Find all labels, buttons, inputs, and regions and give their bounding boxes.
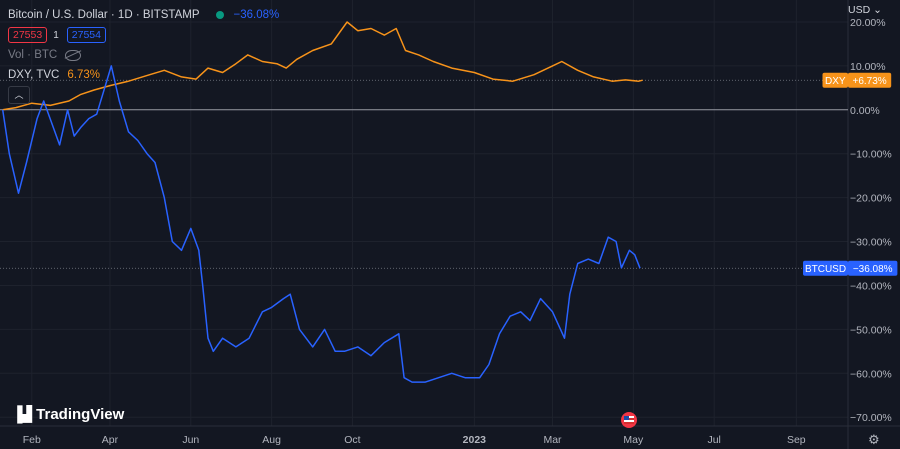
x-tick-label: Jun: [182, 434, 199, 446]
x-tick-label: Feb: [23, 434, 41, 446]
collapse-legend-chevron-up-icon[interactable]: ︿: [8, 86, 30, 104]
series-line-btcusd: [1, 65, 641, 383]
compare-symbol-label[interactable]: DXY, TVC: [8, 69, 60, 81]
x-tick-label: Jul: [707, 434, 720, 446]
currency-label: USD: [848, 4, 871, 16]
series-value-tag-dxy: [848, 72, 892, 88]
quantity-value[interactable]: 1: [53, 29, 59, 41]
hide-eye-icon[interactable]: [65, 49, 82, 61]
volume-label[interactable]: Vol · BTC: [8, 49, 58, 61]
buy-button[interactable]: 27554: [66, 27, 106, 43]
y-tick-label: −30.00%: [850, 237, 892, 249]
y-tick-label: 0.00%: [850, 105, 880, 117]
x-tick-label: Sep: [787, 434, 806, 446]
y-tick-label: −10.00%: [850, 149, 892, 161]
currency-selector[interactable]: USD ⌄: [848, 4, 882, 16]
x-tick-label: Mar: [543, 434, 562, 446]
y-tick-label: 10.00%: [850, 61, 886, 73]
brand-name: TradingView: [36, 405, 125, 423]
compare-change: 6.73%: [67, 69, 100, 81]
y-tick-label: −70.00%: [850, 412, 892, 424]
x-tick-label: Aug: [262, 434, 281, 446]
x-axis[interactable]: Feb Apr Jun Aug Oct 2023 Mar May Jul Sep: [23, 434, 806, 446]
chevron-down-icon: ⌄: [873, 4, 882, 16]
us-economic-event-flag-icon[interactable]: [621, 412, 637, 428]
series-name-label: DXY: [825, 76, 846, 87]
series-name-tag-btcusd: [803, 260, 848, 276]
x-tick-label: May: [623, 434, 644, 446]
series-layer: [0, 21, 848, 383]
y-tick-label: −20.00%: [850, 193, 892, 205]
series-name-label: BTCUSD: [805, 264, 846, 275]
series-price-labels: DXY +6.73% BTCUSD −36.08%: [803, 72, 898, 276]
settings-gear-icon[interactable]: ⚙: [868, 432, 880, 447]
symbol-title[interactable]: Bitcoin / U.S. Dollar · 1D · BITSTAMP: [8, 9, 200, 21]
series-value-label: +6.73%: [852, 76, 886, 87]
x-tick-label: Apr: [102, 434, 119, 446]
tradingview-logo[interactable]: ▐▟ TradingView: [12, 405, 125, 424]
x-tick-label: 2023: [463, 434, 487, 446]
y-tick-label: 20.00%: [850, 17, 886, 29]
x-tick-label: Oct: [344, 434, 360, 446]
market-status-icon: [215, 11, 224, 19]
symbol-change: −36.08%: [233, 9, 280, 21]
series-line-dxy: [2, 21, 643, 111]
y-tick-label: −60.00%: [850, 368, 892, 380]
y-tick-label: −40.00%: [850, 280, 892, 292]
series-value-label: −36.08%: [853, 264, 893, 275]
y-tick-label: −50.00%: [850, 324, 892, 336]
chart-legend: Bitcoin / U.S. Dollar · 1D · BITSTAMP −3…: [8, 5, 279, 105]
sell-button[interactable]: 27553: [8, 27, 48, 43]
tv-logo-icon: ▐▟: [12, 406, 32, 423]
y-axis[interactable]: 20.00% 10.00% 0.00% −10.00% −20.00% −30.00% −4…: [850, 17, 892, 424]
series-name-tag-dxy: [822, 72, 848, 88]
series-value-tag-btcusd: [848, 260, 898, 276]
